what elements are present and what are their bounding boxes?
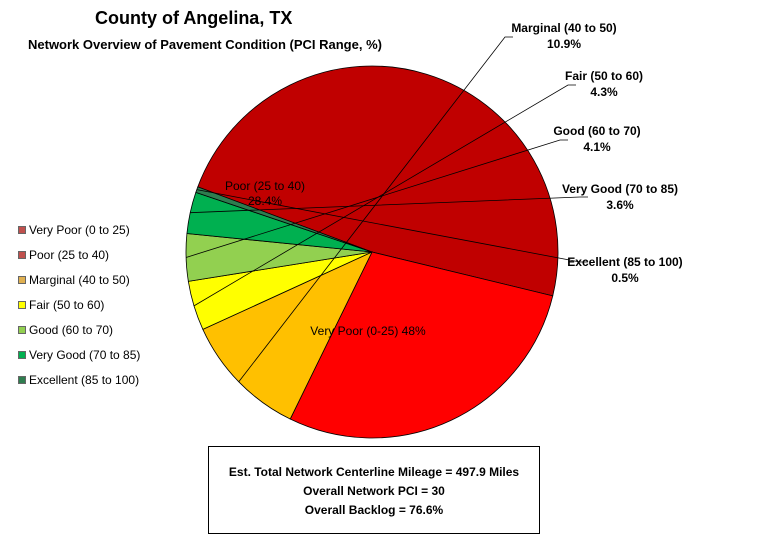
- data-label: Good (60 to 70): [553, 124, 640, 138]
- legend-swatch: [18, 350, 26, 359]
- legend-label: Very Poor (0 to 25): [29, 222, 130, 237]
- data-label: 28.4%: [248, 194, 282, 208]
- legend-swatch: [18, 325, 26, 334]
- legend-swatch: [18, 300, 26, 309]
- summary-pci: Overall Network PCI = 30: [303, 484, 445, 498]
- leader-line: [190, 196, 588, 214]
- legend: Very Poor (0 to 25) Poor (25 to 40) Margin…: [18, 217, 140, 392]
- pie-slice: [289, 251, 554, 439]
- data-label: Poor (25 to 40): [225, 179, 305, 193]
- legend-item: Good (60 to 70): [18, 317, 140, 342]
- data-label: 4.1%: [583, 140, 611, 154]
- data-label: Very Good (70 to 85): [562, 182, 678, 196]
- legend-item: Poor (25 to 40): [18, 242, 140, 267]
- summary-mileage: Est. Total Network Centerline Mileage = …: [228, 465, 520, 479]
- legend-swatch: [18, 225, 26, 234]
- pie-slice: [195, 186, 373, 253]
- legend-label: Good (60 to 70): [29, 322, 114, 337]
- summary-backlog: Overall Backlog = 76.6%: [304, 503, 444, 517]
- legend-swatch: [18, 375, 26, 384]
- legend-label: Poor (25 to 40): [29, 247, 110, 262]
- legend-swatch: [18, 250, 26, 259]
- leader-line: [238, 36, 513, 383]
- legend-swatch: [18, 275, 26, 284]
- data-label: Excellent (85 to 100): [567, 255, 682, 269]
- chart-title: County of Angelina, TX: [95, 8, 293, 28]
- legend-item: Fair (50 to 60): [18, 292, 140, 317]
- pie-slice: [197, 65, 559, 297]
- data-label: 0.5%: [611, 271, 639, 285]
- leader-line: [193, 84, 576, 307]
- data-label: Very Poor (0-25) 48%: [310, 324, 426, 338]
- summary-box: Est. Total Network Centerline Mileage = …: [208, 446, 540, 534]
- legend-item: Excellent (85 to 100): [18, 367, 140, 392]
- chart-subtitle: Network Overview of Pavement Condition (…: [28, 37, 382, 52]
- data-label: Fair (50 to 60): [565, 69, 643, 83]
- leader-line: [185, 139, 568, 258]
- legend-label: Excellent (85 to 100): [29, 372, 140, 387]
- legend-item: Marginal (40 to 50): [18, 267, 140, 292]
- leader-line: [196, 189, 588, 263]
- data-label: 3.6%: [606, 198, 634, 212]
- legend-item: Very Poor (0 to 25): [18, 217, 140, 242]
- data-label: 4.3%: [590, 85, 618, 99]
- legend-item: Very Good (70 to 85): [18, 342, 140, 367]
- legend-label: Fair (50 to 60): [29, 297, 105, 312]
- data-label: 10.9%: [547, 37, 581, 51]
- legend-label: Very Good (70 to 85): [29, 347, 141, 362]
- legend-label: Marginal (40 to 50): [29, 272, 130, 287]
- data-label: Marginal (40 to 50): [511, 21, 616, 35]
